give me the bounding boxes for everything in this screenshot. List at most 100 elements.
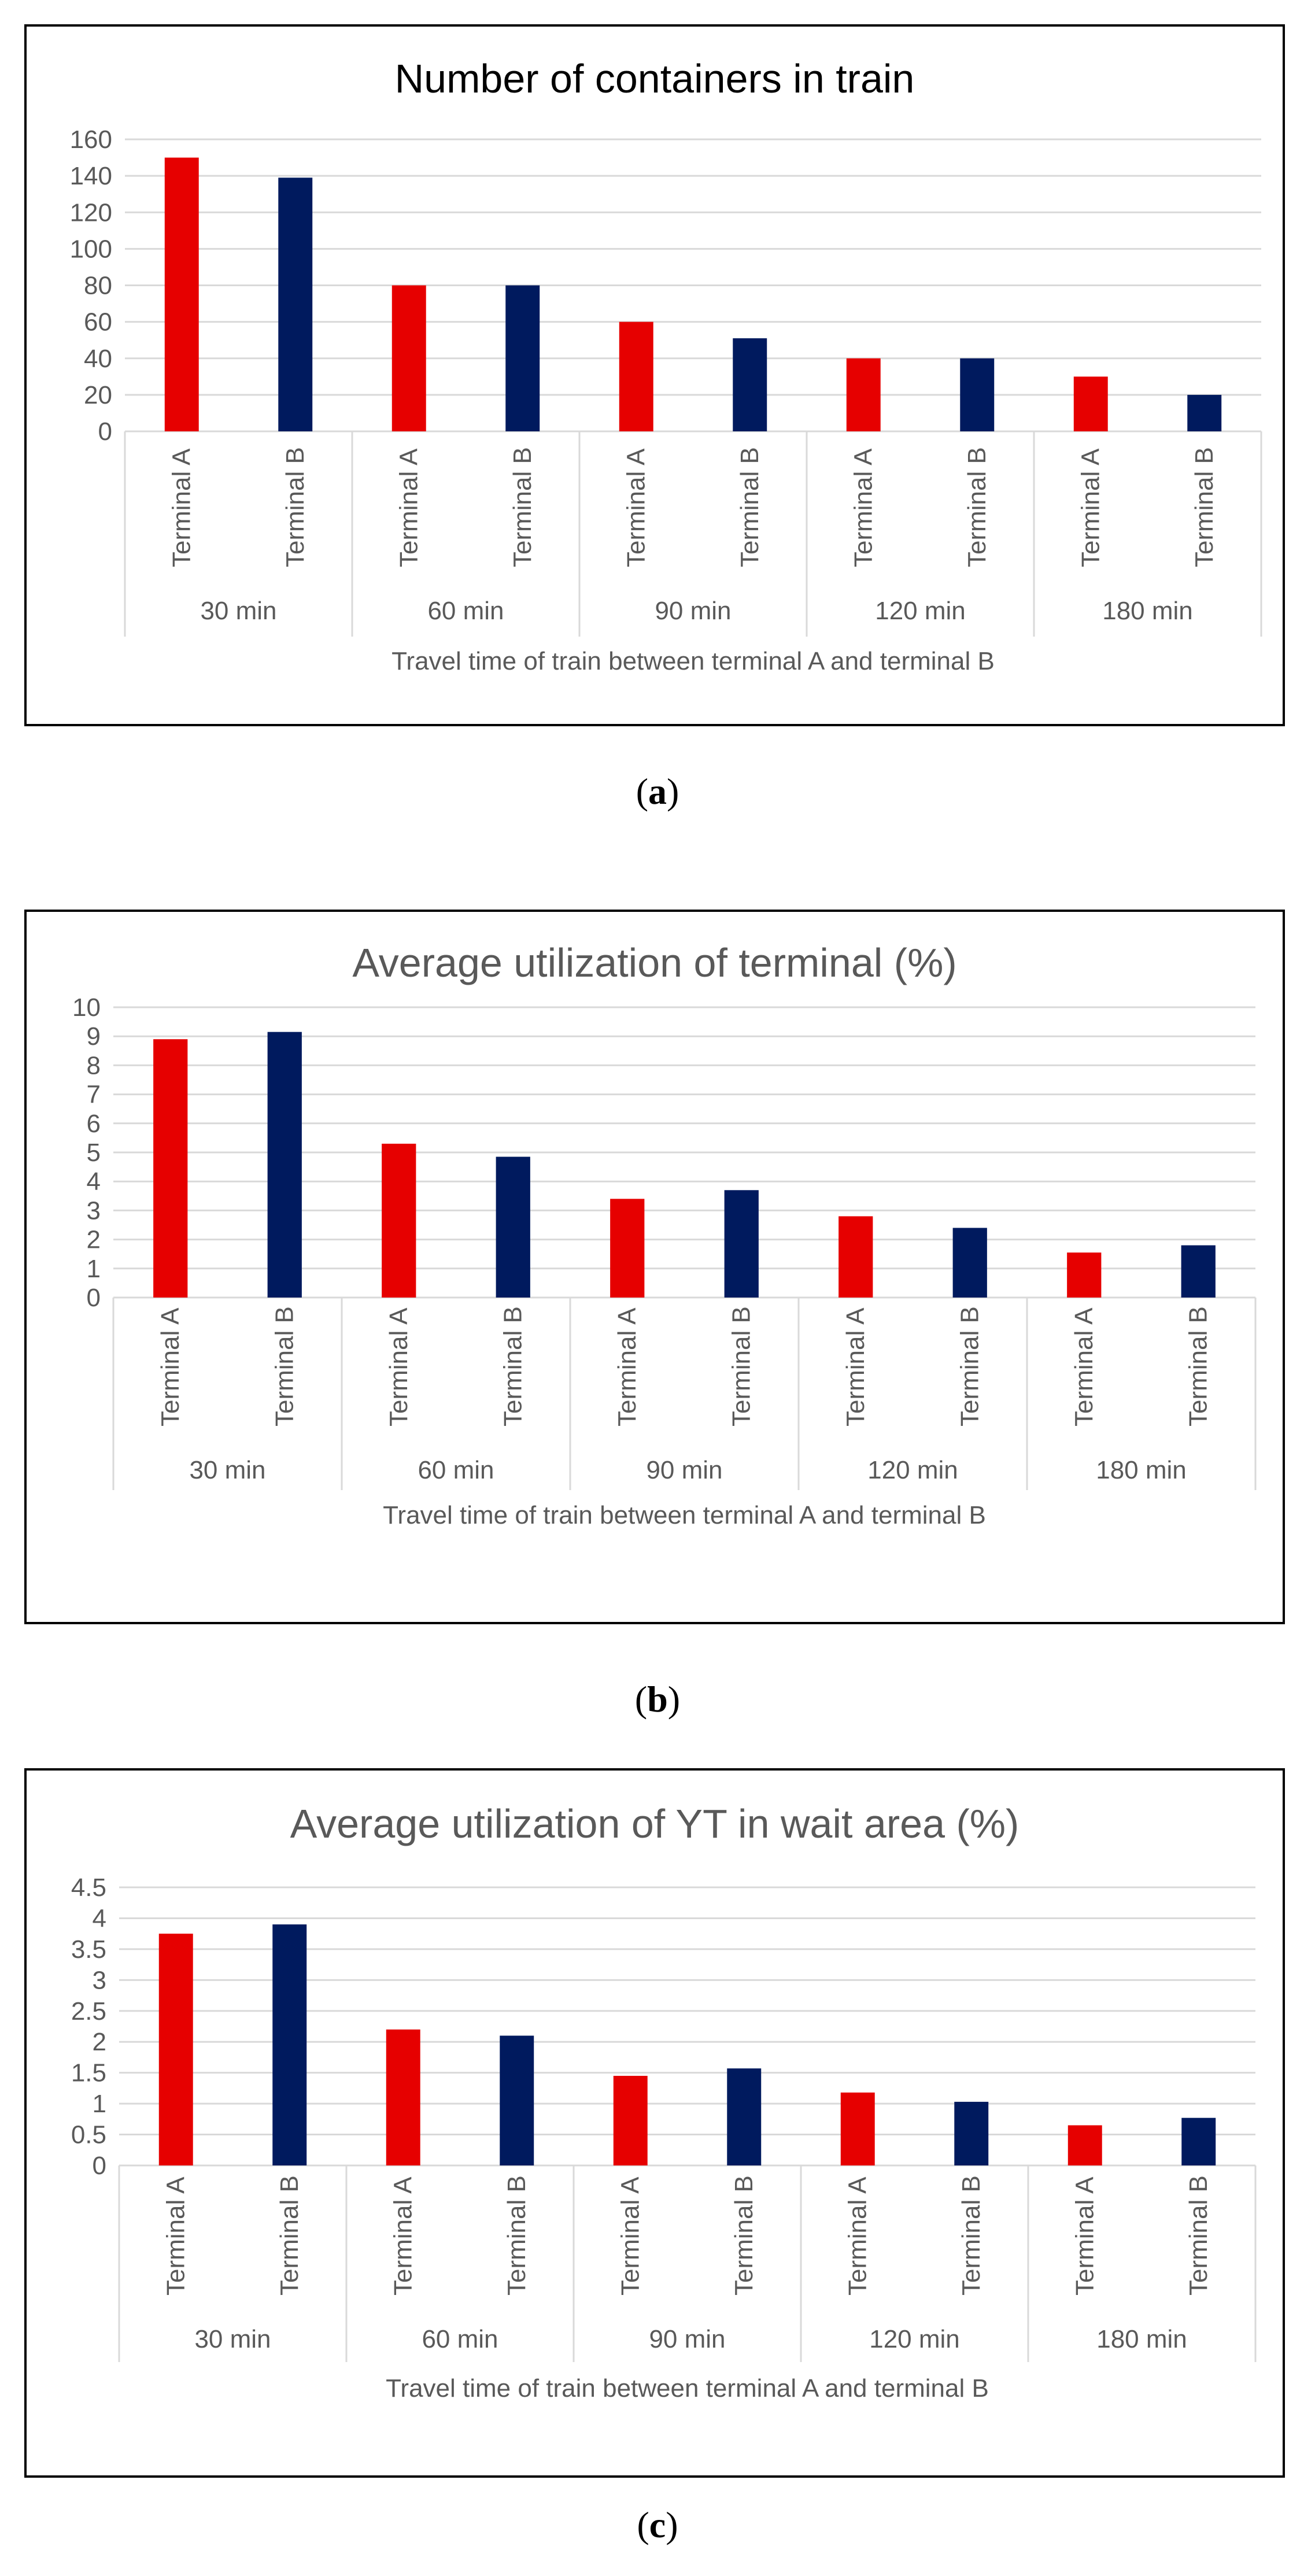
x-category-label: Terminal A (613, 1307, 641, 1426)
x-group-label: 60 min (418, 1456, 494, 1484)
x-group-label: 90 min (655, 597, 731, 625)
x-category-label: Terminal B (955, 1306, 984, 1426)
bar-terminal-a (840, 2092, 875, 2165)
x-category-label: Terminal B (1184, 2175, 1213, 2296)
y-tick-label: 1.5 (71, 2059, 106, 2087)
x-category-label: Terminal A (1076, 448, 1105, 567)
y-tick-label: 7 (87, 1081, 101, 1109)
y-tick-label: 4 (87, 1167, 101, 1196)
x-group-label: 30 min (200, 597, 276, 625)
x-category-label: Terminal A (161, 2176, 190, 2296)
bar-terminal-b (727, 2068, 762, 2165)
caption-letter: c (649, 2504, 666, 2545)
x-category-label: Terminal B (1184, 1306, 1212, 1426)
chart-plot-a: 0 20 40 60 80 100 120 140 160 Terminal A Terminal … (70, 125, 1262, 675)
x-category-label: Terminal B (730, 2175, 758, 2296)
bar-terminal-a (619, 321, 653, 431)
x-group-label: 180 min (1102, 597, 1193, 625)
x-category-label: Terminal A (389, 2176, 417, 2296)
y-tick-label: 3.5 (71, 1935, 106, 1964)
bar-terminal-b (267, 1032, 302, 1298)
chart-title: Average utilization of terminal (%) (352, 940, 957, 985)
x-category-label: Terminal B (963, 447, 991, 567)
chart-panel-a: Number of containers in train 0 20 40 60 80 1… (24, 24, 1285, 726)
x-group-label: 60 min (422, 2325, 498, 2353)
x-group-label: 120 min (867, 1456, 958, 1484)
bar-terminal-a (613, 2076, 648, 2165)
x-category-label: Terminal B (508, 447, 537, 567)
bar-terminal-a (164, 157, 199, 431)
y-tick-label: 140 (70, 162, 112, 190)
x-category-label: Terminal A (167, 448, 195, 567)
y-tick-label: 10 (72, 993, 101, 1022)
bar-terminal-a (1067, 2125, 1102, 2165)
y-tick-label: 4.5 (71, 1873, 106, 1902)
y-tick-label: 60 (84, 308, 112, 337)
x-group-label: 30 min (194, 2325, 271, 2353)
y-tick-label: 5 (87, 1139, 101, 1167)
y-tick-label: 100 (70, 235, 112, 263)
x-axis-title: Travel time of train between terminal A … (383, 1501, 986, 1529)
figure-caption-c: (c) (637, 2504, 678, 2545)
y-tick-label: 1 (87, 1255, 101, 1283)
y-tick-label: 0 (93, 2152, 106, 2180)
y-tick-label: 2.5 (71, 1997, 106, 2026)
bar-terminal-b (1181, 1245, 1216, 1298)
x-category-label: Terminal B (1190, 447, 1218, 567)
y-tick-label: 120 (70, 198, 112, 227)
y-tick-label: 6 (87, 1110, 101, 1138)
x-group-label: 60 min (427, 597, 504, 625)
y-tick-label: 8 (87, 1051, 101, 1080)
x-axis-title: Travel time of train between terminal A … (391, 647, 995, 675)
figure-caption-a: (a) (636, 771, 679, 812)
chart-title: Average utilization of YT in wait area (… (290, 1801, 1020, 1846)
x-category-label: Terminal A (843, 2176, 871, 2296)
y-tick-label: 0 (98, 417, 112, 446)
bar-terminal-a (1067, 1252, 1102, 1298)
bar-terminal-a (382, 1143, 416, 1298)
x-group-label: 180 min (1096, 2325, 1187, 2353)
bar-terminal-b (724, 1190, 759, 1298)
bar-terminal-b (960, 358, 995, 431)
bar-terminal-a (846, 358, 881, 431)
x-category-label: Terminal B (957, 2175, 985, 2296)
bar-terminal-a (386, 2029, 420, 2165)
x-category-label: Terminal B (727, 1306, 755, 1426)
caption-letter: a (648, 771, 667, 812)
bar-terminal-b (733, 338, 767, 431)
x-group-label: 120 min (869, 2325, 960, 2353)
x-category-label: Terminal B (503, 2175, 531, 2296)
bar-terminal-b (1181, 2117, 1216, 2165)
bar-terminal-b (496, 1156, 530, 1298)
caption-letter: b (647, 1679, 668, 1720)
x-category-label: Terminal B (270, 1306, 298, 1426)
x-group-label: 180 min (1096, 1456, 1187, 1484)
y-tick-label: 9 (87, 1022, 101, 1051)
bar-terminal-a (1073, 376, 1108, 431)
bar-terminal-b (954, 2101, 989, 2165)
bar-terminal-a (153, 1039, 188, 1298)
bar-terminal-a (391, 285, 426, 431)
chart-panel-c: Average utilization of YT in wait area (… (24, 1768, 1285, 2478)
bar-terminal-a (610, 1199, 645, 1298)
y-tick-label: 3 (93, 1966, 106, 1994)
x-category-label: Terminal A (849, 448, 877, 567)
x-category-label: Terminal B (498, 1306, 527, 1426)
bar-terminal-a (158, 1934, 193, 2165)
x-category-label: Terminal A (841, 1307, 870, 1426)
y-tick-label: 20 (84, 381, 112, 409)
x-category-label: Terminal A (1070, 2176, 1099, 2296)
y-tick-label: 0.5 (71, 2121, 106, 2149)
x-category-label: Terminal A (622, 448, 650, 567)
x-group-label: 120 min (875, 597, 966, 625)
x-category-label: Terminal B (736, 447, 764, 567)
bar-terminal-a (839, 1216, 873, 1298)
bar-terminal-b (952, 1228, 987, 1298)
y-tick-label: 2 (93, 2028, 106, 2056)
chart-plot-c: 0 0.5 1 1.5 22.5 33.5 44.5 Terminal A Terminal B… (71, 1873, 1257, 2403)
x-group-label: 90 min (646, 1456, 722, 1484)
y-tick-label: 0 (87, 1284, 101, 1312)
y-tick-label: 4 (93, 1904, 106, 1932)
